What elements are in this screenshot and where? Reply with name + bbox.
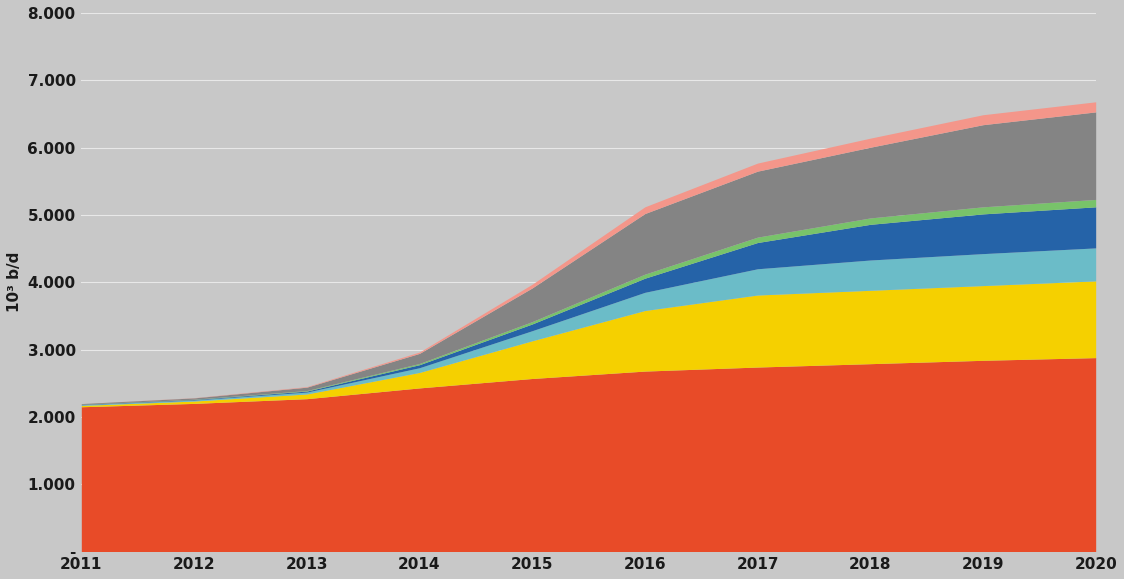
Y-axis label: 10³ b/d: 10³ b/d [7,252,22,313]
